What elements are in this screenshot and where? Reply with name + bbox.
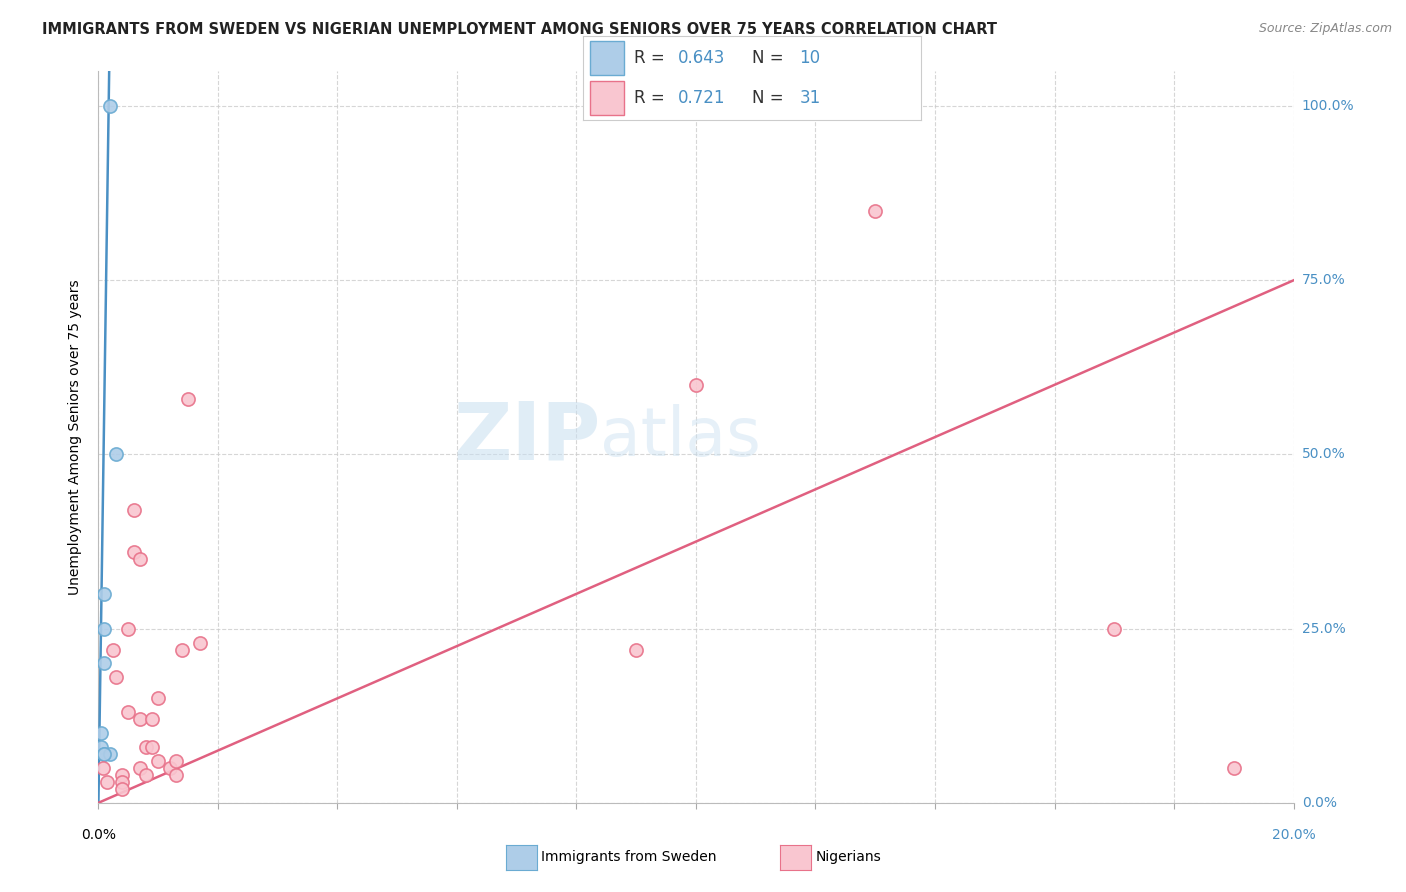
Point (172, 642, 194, 657)
Point (90, 740, 112, 755)
Text: N =: N = (752, 89, 789, 107)
Point (685, 377, 707, 392)
Text: 0.0%: 0.0% (1302, 796, 1337, 810)
Point (141, 740, 163, 755)
Point (159, 761, 181, 775)
Point (129, 761, 152, 775)
Point (124, 503, 146, 517)
Point (1104, 622, 1126, 636)
Text: N =: N = (752, 49, 789, 67)
Text: 20.0%: 20.0% (1271, 828, 1316, 842)
Point (93, 747, 115, 761)
Point (93, 587, 115, 601)
Y-axis label: Unemployment Among Seniors over 75 years: Unemployment Among Seniors over 75 years (69, 279, 83, 595)
Point (117, 705, 139, 719)
Point (96, 775, 118, 789)
Text: 75.0%: 75.0% (1302, 273, 1346, 287)
Point (111, 781, 134, 796)
Text: 10: 10 (800, 49, 821, 67)
Point (129, 712, 152, 726)
Point (188, 635, 211, 649)
Point (177, 392, 200, 406)
Text: 31: 31 (800, 89, 821, 107)
Point (91, 761, 114, 775)
Point (141, 712, 163, 726)
Point (129, 552, 152, 566)
Point (111, 768, 134, 782)
Text: 25.0%: 25.0% (1302, 622, 1346, 636)
Text: ZIP: ZIP (453, 398, 600, 476)
Point (135, 768, 157, 782)
Point (93, 657, 115, 671)
Point (165, 754, 187, 768)
Bar (591, 81, 624, 115)
Point (90, 726, 112, 740)
Point (624, 642, 647, 657)
Point (1223, 761, 1246, 775)
Point (117, 622, 139, 636)
Point (865, 203, 887, 218)
Text: 0.643: 0.643 (678, 49, 725, 67)
Point (148, 691, 170, 706)
Text: Immigrants from Sweden: Immigrants from Sweden (541, 850, 717, 864)
Bar (591, 41, 624, 75)
Point (98, 99, 122, 113)
Text: atlas: atlas (600, 404, 761, 470)
Point (148, 754, 170, 768)
Point (124, 545, 146, 559)
Text: Source: ZipAtlas.com: Source: ZipAtlas.com (1258, 22, 1392, 36)
Text: IMMIGRANTS FROM SWEDEN VS NIGERIAN UNEMPLOYMENT AMONG SENIORS OVER 75 YEARS CORR: IMMIGRANTS FROM SWEDEN VS NIGERIAN UNEMP… (42, 22, 997, 37)
Point (165, 768, 187, 782)
Text: 100.0%: 100.0% (1302, 99, 1354, 113)
Text: R =: R = (634, 89, 671, 107)
Point (135, 740, 157, 755)
Text: 0.721: 0.721 (678, 89, 725, 107)
Text: R =: R = (634, 49, 671, 67)
Point (105, 448, 128, 462)
Text: 50.0%: 50.0% (1302, 448, 1346, 461)
Point (105, 670, 128, 684)
Text: Nigerians: Nigerians (815, 850, 882, 864)
Point (103, 642, 125, 657)
Point (98, 747, 122, 761)
Point (93, 622, 115, 636)
Text: 0.0%: 0.0% (82, 828, 115, 842)
Point (111, 775, 134, 789)
Point (93, 747, 115, 761)
